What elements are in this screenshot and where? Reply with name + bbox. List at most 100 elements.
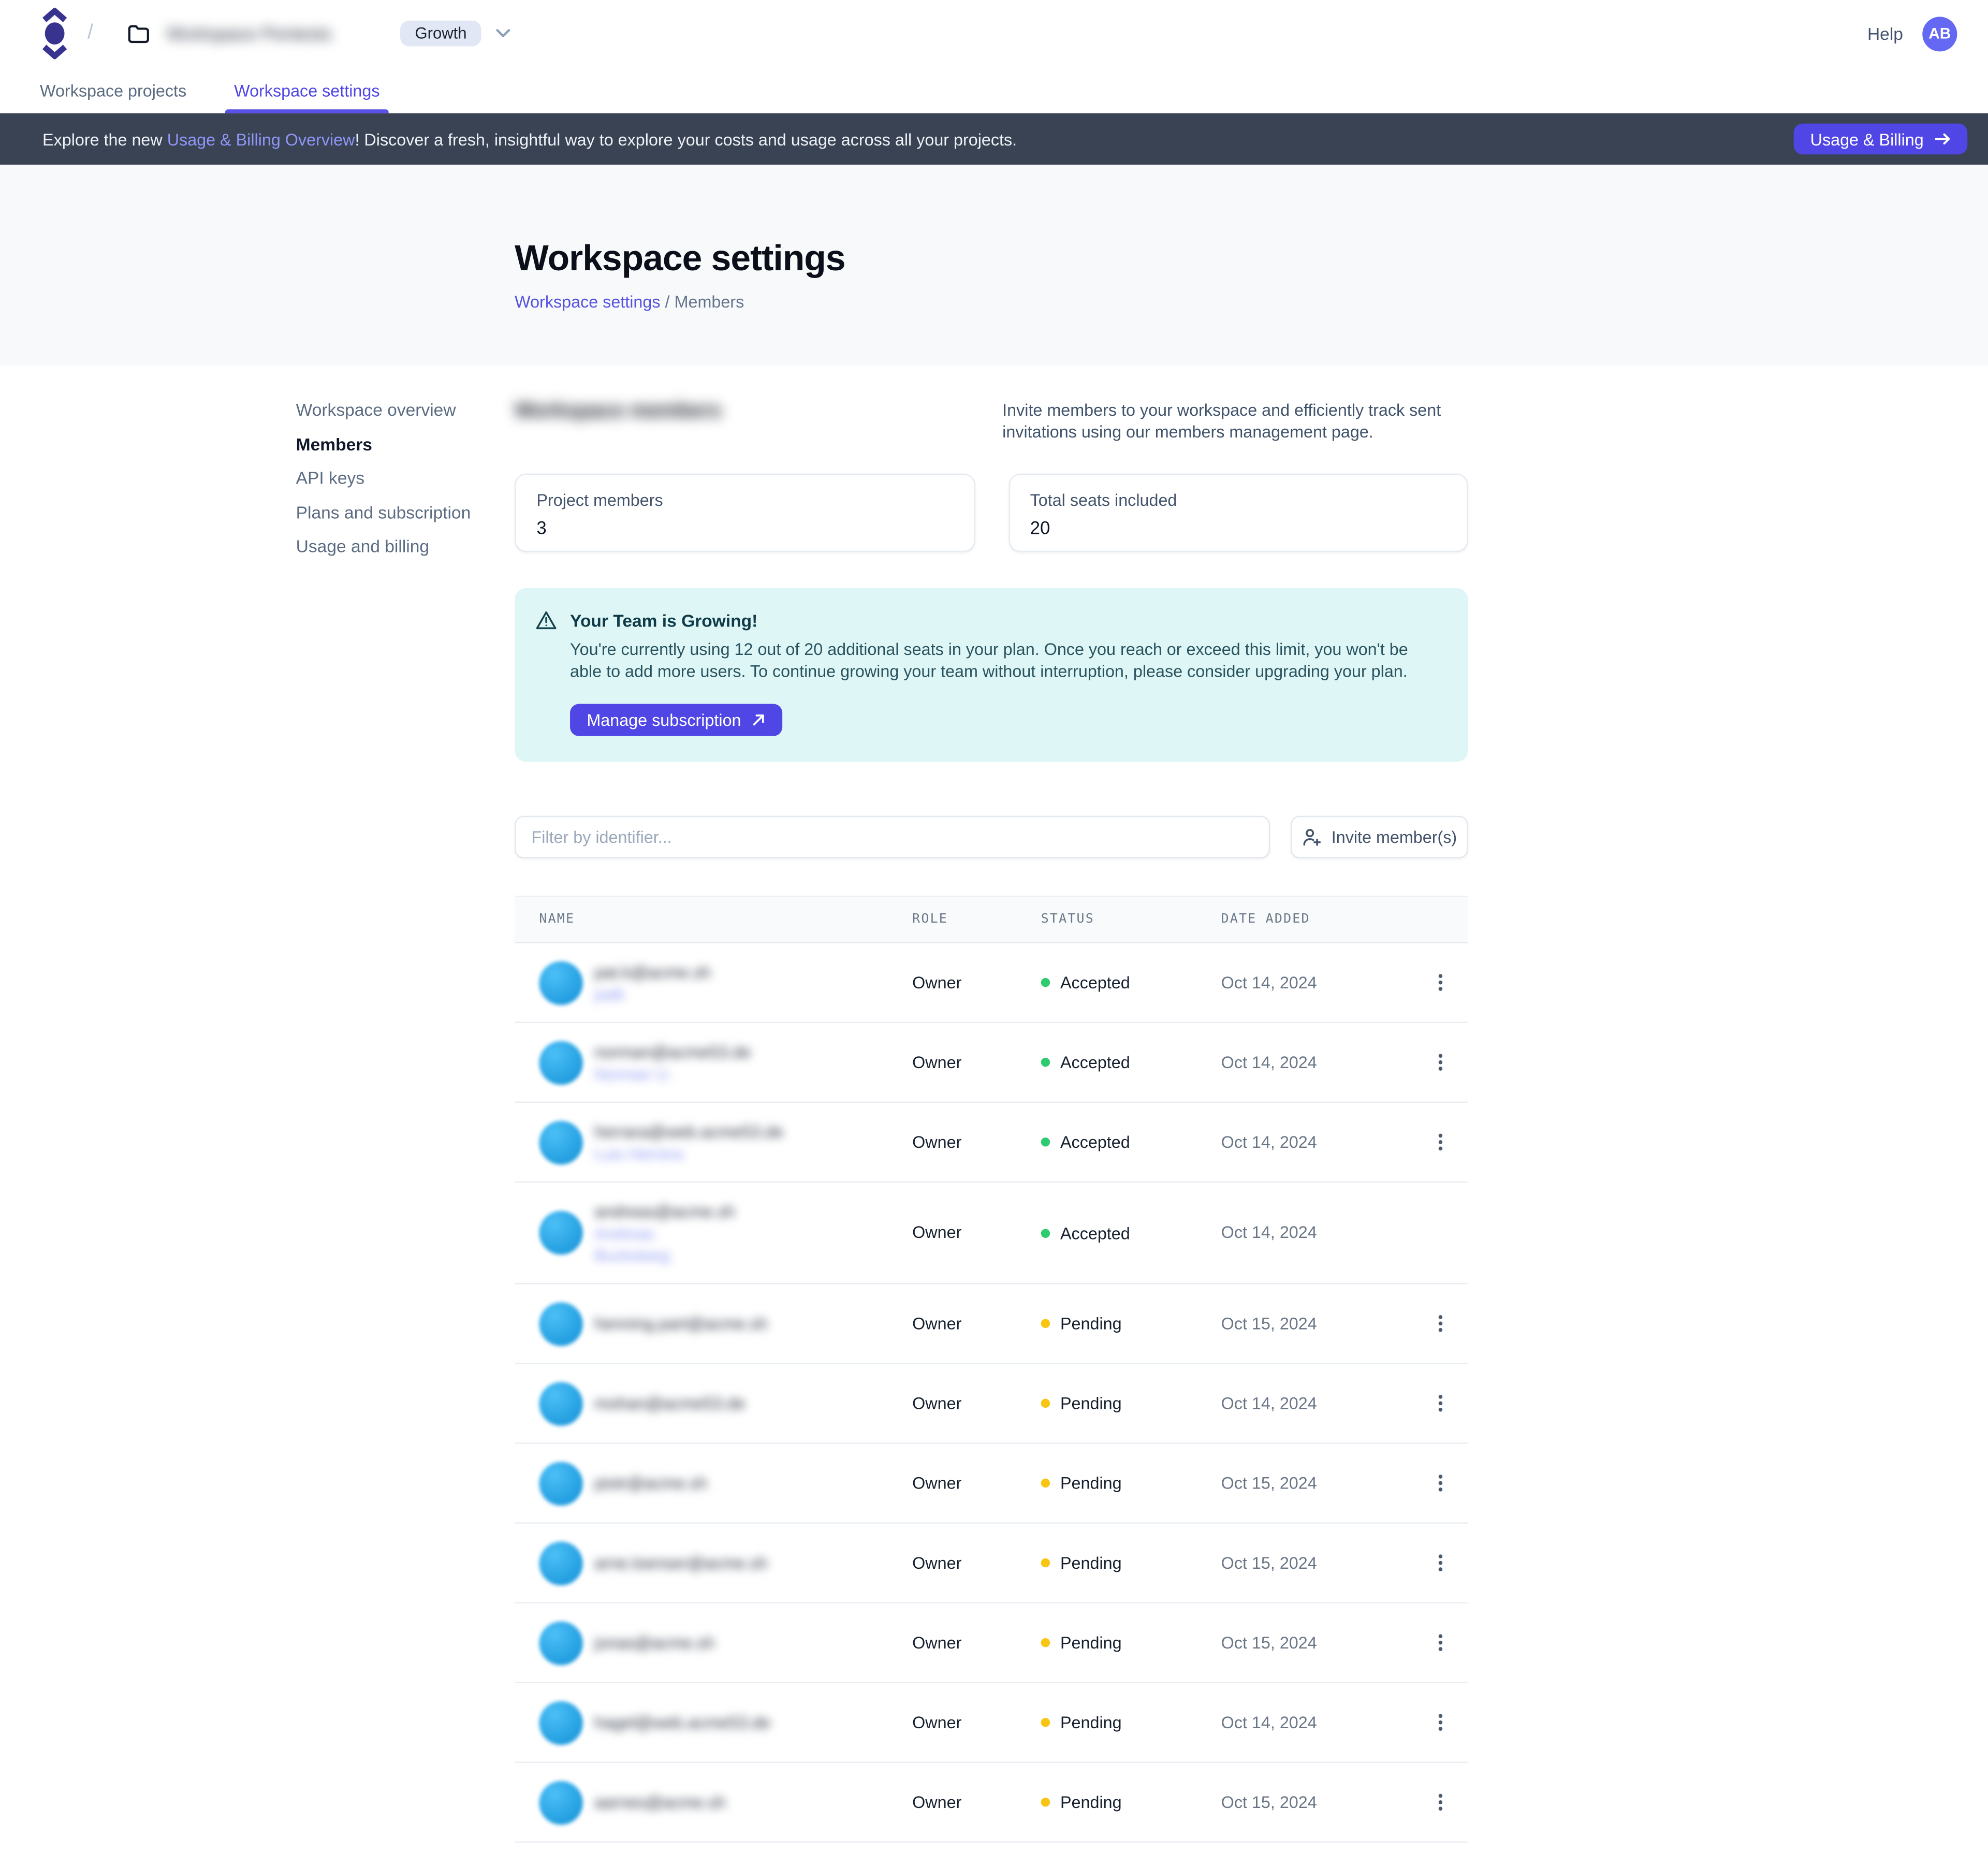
status-pending-dot-icon	[1041, 1398, 1050, 1408]
column-header-date-added: DATE ADDED	[1221, 912, 1310, 927]
status-pending-dot-icon	[1041, 1478, 1050, 1488]
members-section-heading: Workspace members	[515, 400, 722, 422]
row-actions-menu-button[interactable]	[1431, 1126, 1450, 1159]
members-table-header: NAME ROLE STATUS DATE ADDED	[515, 895, 1468, 943]
warning-icon	[535, 610, 557, 631]
status-accepted-dot-icon	[1041, 1058, 1050, 1067]
row-actions-menu-button[interactable]	[1431, 1046, 1450, 1079]
row-actions-menu-button[interactable]	[1431, 1387, 1450, 1420]
member-role: Owner	[912, 1552, 962, 1572]
alert-body: You're currently using 12 out of 20 addi…	[570, 639, 1408, 680]
folder-icon	[128, 24, 150, 43]
member-role: Owner	[912, 1472, 962, 1492]
member-status: Pending	[1060, 1713, 1122, 1732]
member-status: Accepted	[1060, 1132, 1130, 1152]
workspace-name[interactable]: Workspace Pentests	[166, 23, 332, 44]
total-seats-label: Total seats included	[1030, 490, 1177, 510]
banner-text: Explore the new Usage & Billing Overview…	[42, 129, 1017, 149]
table-row: jonas@acme.sh Owner Pending Oct 15, 2024	[515, 1603, 1468, 1683]
member-date-added: Oct 14, 2024	[1221, 972, 1317, 992]
invite-members-button[interactable]: Invite member(s)	[1290, 815, 1468, 858]
member-status: Pending	[1060, 1792, 1122, 1812]
member-avatar	[539, 1780, 583, 1825]
plan-badge: Growth	[401, 20, 481, 47]
member-role: Owner	[912, 1712, 962, 1732]
manage-subscription-button[interactable]: Manage subscription	[570, 704, 783, 736]
breadcrumb-workspace-settings-link[interactable]: Workspace settings	[515, 292, 661, 312]
member-role: Owner	[912, 1222, 962, 1242]
chevron-down-icon[interactable]	[495, 28, 510, 39]
members-toolbar: Invite member(s)	[515, 815, 1468, 858]
member-avatar	[539, 1461, 583, 1505]
settings-nav-item-workspace-overview[interactable]: Workspace overview	[296, 400, 456, 420]
member-avatar	[539, 1120, 583, 1164]
member-date-added: Oct 15, 2024	[1221, 1552, 1317, 1572]
arrow-right-icon	[1934, 132, 1951, 147]
member-name-link[interactable]: Bucksteeg	[594, 1246, 670, 1264]
row-actions-menu-button[interactable]	[1431, 966, 1450, 999]
user-avatar[interactable]: AB	[1922, 16, 1957, 51]
member-name-link[interactable]: Andreas	[594, 1224, 655, 1243]
row-actions-menu-button[interactable]	[1431, 1467, 1450, 1500]
table-row: aarnes@acme.sh Owner Pending Oct 15, 2024	[515, 1763, 1468, 1843]
member-avatar	[539, 1541, 583, 1585]
row-actions-menu-button[interactable]	[1431, 1786, 1450, 1819]
settings-nav-item-api-keys[interactable]: API keys	[296, 468, 365, 488]
row-actions-menu-button[interactable]	[1431, 1706, 1450, 1739]
page-header: Workspace settings Workspace settings / …	[0, 165, 1988, 366]
status-pending-dot-icon	[1041, 1798, 1050, 1807]
tab-workspace-settings[interactable]: Workspace settings	[225, 67, 389, 113]
usage-billing-overview-link[interactable]: Usage & Billing Overview	[167, 129, 355, 149]
settings-nav-item-members[interactable]: Members	[296, 434, 372, 454]
member-name-link[interactable]: Luis Herrera	[594, 1144, 683, 1163]
table-row: arne.loenser@acme.sh Owner Pending Oct 15, …	[515, 1524, 1468, 1603]
member-status: Pending	[1060, 1633, 1122, 1653]
filter-input[interactable]	[515, 815, 1270, 858]
members-table-body: pat.k@acme.sh patk Owner Accepted Oct 14, 20…	[515, 943, 1468, 1843]
column-header-name: NAME	[539, 912, 575, 927]
member-date-added: Oct 14, 2024	[1221, 1393, 1317, 1412]
member-name-link[interactable]: patk	[594, 985, 625, 1003]
member-date-added: Oct 15, 2024	[1221, 1313, 1317, 1333]
usage-billing-button[interactable]: Usage & Billing	[1793, 123, 1968, 155]
column-header-role: ROLE	[912, 912, 948, 927]
member-status: Accepted	[1060, 1223, 1130, 1243]
member-status: Pending	[1060, 1473, 1122, 1493]
breadcrumb-separator: /	[87, 22, 94, 44]
member-email: herrara@web.acme53.de	[594, 1121, 784, 1141]
member-role: Owner	[912, 1393, 962, 1412]
tab-workspace-projects[interactable]: Workspace projects	[40, 80, 187, 100]
status-pending-dot-icon	[1041, 1558, 1050, 1568]
member-role: Owner	[912, 1313, 962, 1333]
row-actions-menu-button[interactable]	[1431, 1626, 1450, 1659]
settings-nav-item-usage-and-billing[interactable]: Usage and billing	[296, 536, 430, 556]
settings-nav-item-plans-and-subscription[interactable]: Plans and subscription	[296, 502, 471, 522]
member-date-added: Oct 14, 2024	[1221, 1131, 1317, 1151]
member-role: Owner	[912, 1052, 962, 1072]
row-actions-menu-button[interactable]	[1431, 1307, 1450, 1340]
member-email: hagel@web.acme53.de	[594, 1713, 771, 1732]
member-date-added: Oct 15, 2024	[1221, 1472, 1317, 1492]
member-email: piotr@acme.sh	[594, 1473, 708, 1493]
table-row: henning.part@acme.sh Owner Pending Oct 15, …	[515, 1284, 1468, 1364]
member-date-added: Oct 14, 2024	[1221, 1712, 1317, 1732]
app-logo-icon[interactable]	[41, 7, 68, 60]
member-avatar	[539, 1302, 583, 1346]
help-link[interactable]: Help	[1867, 23, 1903, 43]
member-email: aarnes@acme.sh	[594, 1792, 726, 1812]
member-date-added: Oct 15, 2024	[1221, 1632, 1317, 1652]
status-pending-dot-icon	[1041, 1718, 1050, 1727]
breadcrumb: Workspace settings / Members	[515, 292, 744, 312]
member-avatar	[539, 960, 583, 1004]
member-role: Owner	[912, 1632, 962, 1652]
member-avatar	[539, 1700, 583, 1745]
member-email: arne.loenser@acme.sh	[594, 1553, 768, 1573]
member-name-link[interactable]: Norman U.	[594, 1064, 673, 1083]
tab-bar: Workspace projects Workspace settings	[0, 67, 1988, 113]
member-date-added: Oct 14, 2024	[1221, 1052, 1317, 1072]
row-actions-menu-button[interactable]	[1431, 1547, 1450, 1580]
table-row: pat.k@acme.sh patk Owner Accepted Oct 14, 20…	[515, 943, 1468, 1023]
table-row: norman@acme53.de Norman U. Owner Accepted Oc…	[515, 1023, 1468, 1103]
member-status: Pending	[1060, 1314, 1122, 1333]
members-table: NAME ROLE STATUS DATE ADDED pat.k@acme.s…	[515, 895, 1468, 1843]
